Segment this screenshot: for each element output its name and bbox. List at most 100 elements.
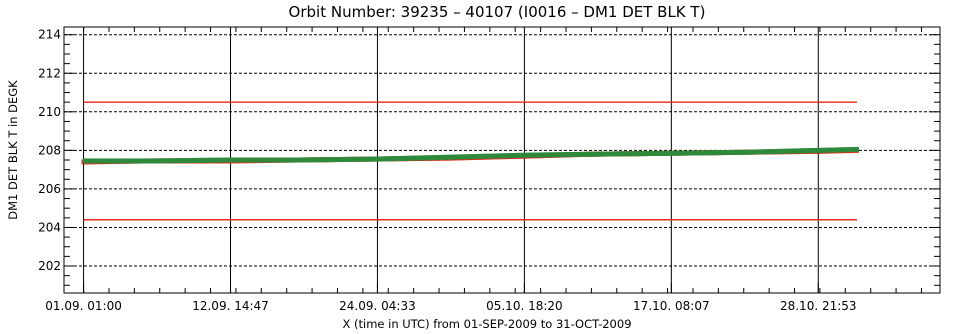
y-tick-label: 206 [38, 182, 61, 196]
data-point [727, 149, 732, 155]
axes [63, 26, 941, 294]
data-point [353, 156, 358, 162]
data-point [732, 149, 737, 155]
data-point [240, 157, 245, 163]
data-point [187, 157, 192, 163]
data-point [649, 151, 654, 157]
data-point [621, 151, 626, 157]
data-point [263, 157, 268, 163]
data-point [400, 155, 405, 161]
data-point [642, 151, 647, 157]
data-point [232, 157, 237, 163]
data-point [355, 156, 360, 162]
data-point [195, 157, 200, 163]
data-point [497, 153, 502, 159]
data-point [143, 158, 148, 164]
x-tick-label: 05.10. 18:20 [486, 299, 563, 313]
data-point [597, 151, 602, 157]
data-point [319, 157, 324, 163]
data-point [148, 158, 153, 164]
data-point [88, 158, 93, 164]
data-point [135, 158, 140, 164]
data-point [277, 157, 282, 163]
data-point [361, 156, 366, 162]
y-tick-label: 202 [38, 259, 61, 273]
data-point [636, 151, 641, 157]
data-point [347, 156, 352, 162]
data-point [313, 157, 318, 163]
data-point [169, 158, 174, 164]
data-point [479, 153, 484, 159]
data-point [616, 151, 621, 157]
data-point [421, 155, 426, 161]
data-point [468, 154, 473, 160]
data-point [287, 157, 292, 163]
data-point [680, 150, 685, 156]
data-point [326, 157, 331, 163]
data-point [567, 152, 572, 158]
data-point [773, 148, 778, 154]
data-point [701, 150, 706, 156]
data-point [655, 150, 660, 156]
data-point [298, 157, 303, 163]
data-point [466, 154, 471, 160]
y-tick-label: 214 [38, 28, 61, 42]
data-point [776, 148, 781, 154]
data-point [161, 158, 166, 164]
data-point [626, 151, 631, 157]
x-tick-label: 01.09. 01:00 [45, 299, 122, 313]
data-point [587, 151, 592, 157]
data-point [765, 149, 770, 155]
data-point [551, 152, 556, 158]
data-point [559, 152, 564, 158]
data-point [644, 151, 649, 157]
data-point [227, 157, 232, 163]
data-point [130, 158, 135, 164]
data-point [219, 157, 224, 163]
data-point [814, 147, 819, 153]
data-point [245, 157, 250, 163]
data-point [153, 158, 158, 164]
data-point [704, 150, 709, 156]
data-point [132, 158, 137, 164]
data-point [316, 157, 321, 163]
data-point [711, 150, 716, 156]
data-point [447, 154, 452, 160]
data-point [544, 152, 549, 158]
data-point [760, 149, 765, 155]
data-point [781, 148, 786, 154]
data-point [261, 157, 266, 163]
data-point [484, 153, 489, 159]
data-point [274, 157, 279, 163]
data-point [387, 156, 392, 162]
data-point [200, 157, 205, 163]
data-point [403, 155, 408, 161]
data-point [90, 158, 95, 164]
data-point [508, 153, 513, 159]
y-axis-label: DM1 DET BLK T in DEGK [6, 80, 20, 220]
data-point [500, 153, 505, 159]
data-point [434, 155, 439, 161]
data-point [166, 158, 171, 164]
data-point [854, 146, 859, 152]
data-point [329, 157, 334, 163]
data-point [590, 151, 595, 157]
data-point [418, 155, 423, 161]
data-point [804, 148, 809, 154]
data-point [250, 157, 255, 163]
data-point [455, 154, 460, 160]
data-point [825, 147, 830, 153]
data-point [763, 149, 768, 155]
data-point [242, 157, 247, 163]
data-point [389, 156, 394, 162]
data-point [770, 149, 775, 155]
data-point [98, 158, 103, 164]
data-point [253, 157, 258, 163]
data-point [502, 153, 507, 159]
data-point [350, 156, 355, 162]
data-point [564, 152, 569, 158]
data-point [778, 148, 783, 154]
data-point [794, 148, 799, 154]
data-point [742, 149, 747, 155]
